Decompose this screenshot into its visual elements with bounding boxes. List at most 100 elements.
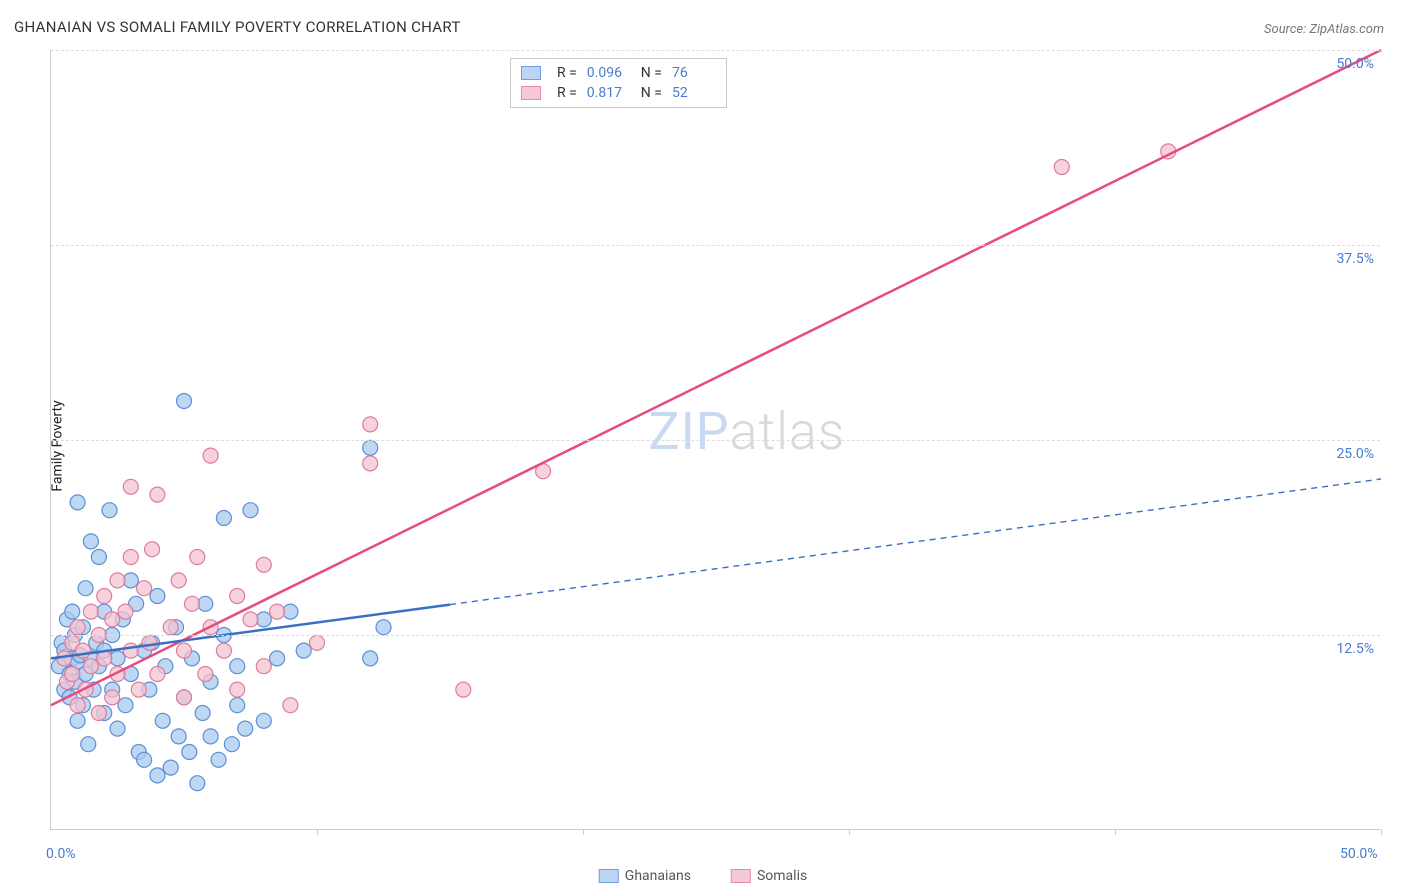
somali-point [230,589,245,604]
ghanaian-point [81,737,96,752]
somali-point [150,667,165,682]
x-end-label: 50.0% [1340,846,1378,862]
somali-point [216,643,231,658]
ghanaian-point [78,581,93,596]
legend-swatch [521,86,541,100]
ghanaian-point [363,651,378,666]
ghanaian-point [155,713,170,728]
somali-point [105,612,120,627]
x-tick [317,829,318,835]
r-value: 0.096 [587,65,631,81]
r-label: R = [557,65,577,81]
ghanaian-point [270,651,285,666]
somali-point [171,573,186,588]
ghanaian-point [163,760,178,775]
ghanaian-point [102,503,117,518]
ghanaian-point [150,768,165,783]
source-attribution: Source: ZipAtlas.com [1264,22,1384,37]
ghanaian-point [211,752,226,767]
ghanaian-point [256,713,271,728]
somali-point [190,550,205,565]
y-tick-label: 12.5% [1336,641,1374,657]
x-tick [1115,829,1116,835]
y-tick-label: 25.0% [1336,446,1374,462]
somali-point [1054,160,1069,175]
x-tick [1381,829,1382,835]
somali-point [123,479,138,494]
somali-point [310,635,325,650]
correlation-chart: GHANAIAN VS SOMALI FAMILY POVERTY CORREL… [0,0,1406,892]
somali-point [137,581,152,596]
somali-point [270,604,285,619]
y-tick-label: 37.5% [1336,251,1374,267]
ghanaian-point [65,604,80,619]
ghanaian-point [110,721,125,736]
ghanaian-point [376,620,391,635]
somali-point [70,620,85,635]
somali-point [118,604,133,619]
somali-point [177,643,192,658]
ghanaian-point [363,440,378,455]
ghanaian-point [296,643,311,658]
somali-point [105,690,120,705]
r-value: 0.817 [587,85,631,101]
x-origin-label: 0.0% [46,846,76,862]
series-legend-label: Somalis [757,868,807,884]
n-value: 76 [672,65,716,81]
somali-point [150,487,165,502]
ghanaian-point [177,394,192,409]
series-legend-item: Somalis [731,868,807,884]
somali-point [83,659,98,674]
somali-point [363,456,378,471]
x-tick [849,829,850,835]
ghanaian-point [70,713,85,728]
source-prefix: Source: [1264,22,1309,37]
somali-point [230,682,245,697]
ghanaian-point [203,729,218,744]
somali-point [203,448,218,463]
legend-swatch [731,869,751,883]
legend-swatch [599,869,619,883]
somali-point [145,542,160,557]
ghanaian-point [118,698,133,713]
gridline [51,245,1380,246]
somali-point [256,659,271,674]
n-label: N = [641,85,662,101]
r-label: R = [557,85,577,101]
ghanaian-point [137,752,152,767]
ghanaian-point [182,745,197,760]
stats-legend-row: R = 0.817 N = 52 [521,83,716,103]
y-tick-label: 50.0% [1336,56,1374,72]
series-legend-label: Ghanaians [625,868,691,884]
series-legend: Ghanaians Somalis [599,868,807,884]
ghanaian-point [230,698,245,713]
stats-legend: R = 0.096 N = 76 R = 0.817 N = 52 [510,58,727,108]
ghanaian-point [195,706,210,721]
somali-point [456,682,471,697]
stats-legend-row: R = 0.096 N = 76 [521,63,716,83]
somali-point [123,643,138,658]
ghanaian-point [91,550,106,565]
somali-point [123,550,138,565]
n-label: N = [641,65,662,81]
somali-point [110,573,125,588]
somali-point [256,557,271,572]
plot-area: 12.5% 25.0% 37.5% 50.0% [50,50,1380,830]
somali-point [184,596,199,611]
somali-point [363,417,378,432]
somali-point [163,620,178,635]
somali-point [91,706,106,721]
source-link[interactable]: ZipAtlas.com [1309,22,1384,37]
ghanaian-trendline-dashed [450,479,1381,605]
somali-point [97,589,112,604]
chart-title: GHANAIAN VS SOMALI FAMILY POVERTY CORREL… [14,18,461,36]
somali-point [177,690,192,705]
ghanaian-point [70,495,85,510]
ghanaian-point [190,776,205,791]
somali-point [243,612,258,627]
series-legend-item: Ghanaians [599,868,691,884]
somali-point [142,635,157,650]
somali-point [198,667,213,682]
somali-point [283,698,298,713]
n-value: 52 [672,85,716,101]
